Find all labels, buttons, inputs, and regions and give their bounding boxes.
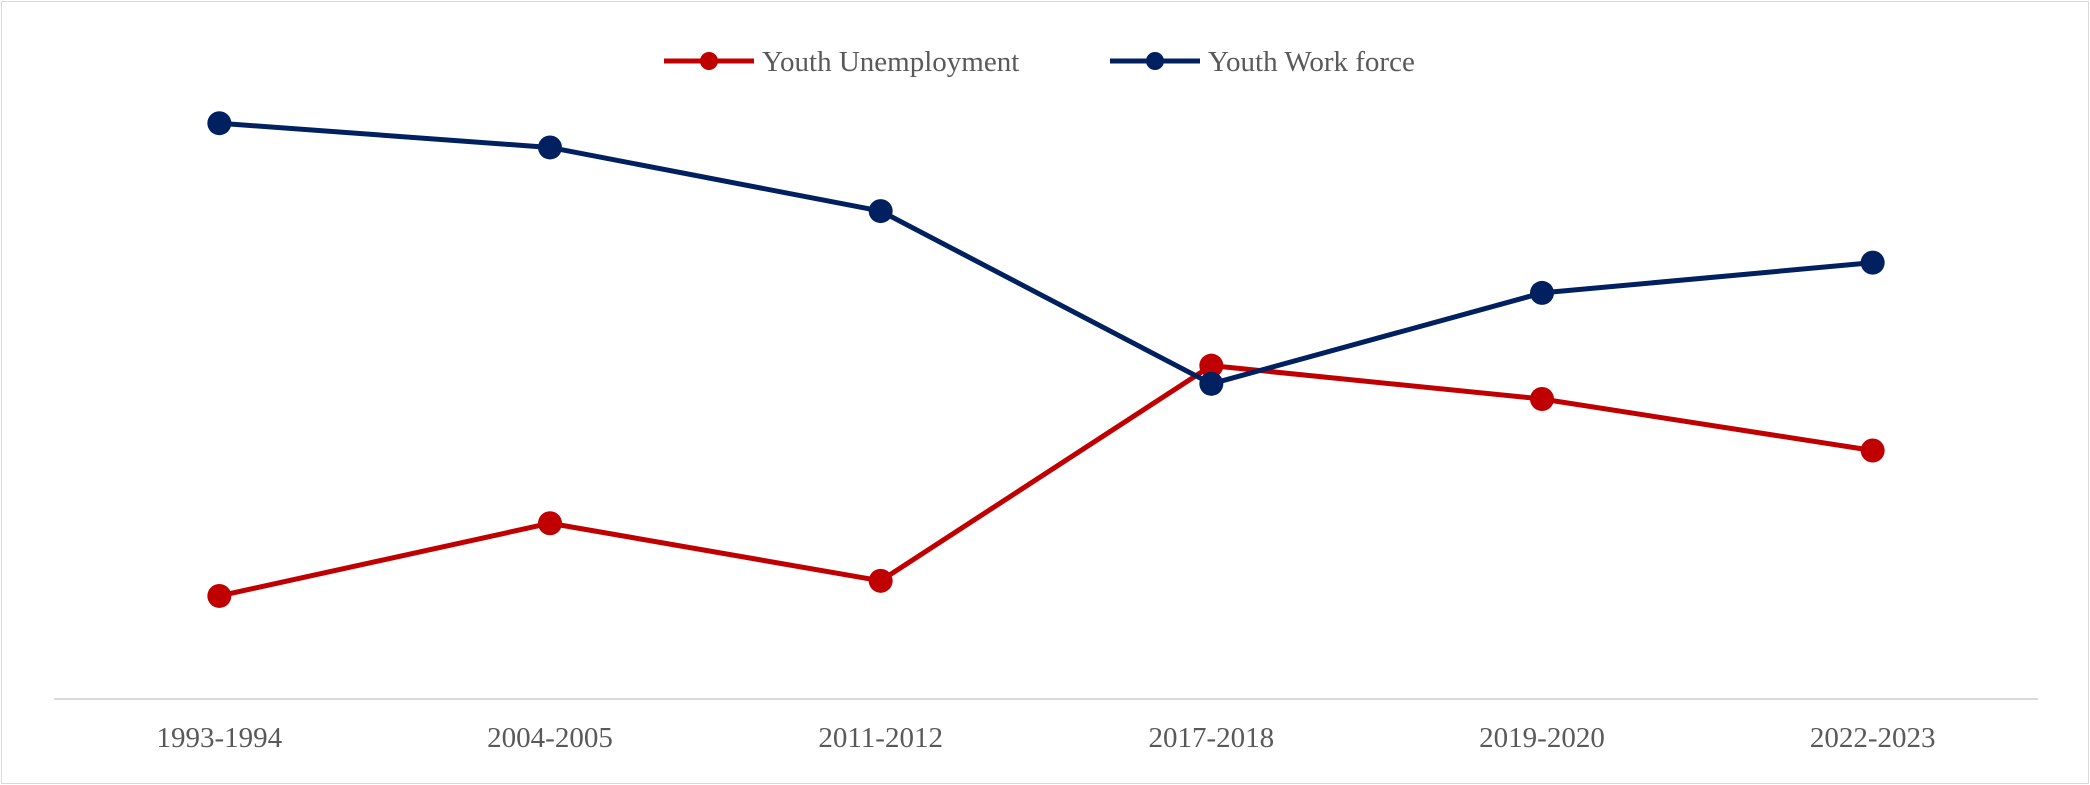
data-point-youth-unemployment-2004-2005[interactable] — [538, 511, 562, 536]
legend-item-youth-unemployment[interactable]: Youth Unemployment — [664, 46, 1019, 78]
x-tick-label-1993-1994: 1993-1994 — [156, 722, 282, 754]
legend-marker-youth-unemployment — [700, 52, 718, 70]
legend-label-youth-unemployment: Youth Unemployment — [762, 46, 1019, 78]
data-point-youth-work-force-2017-2018[interactable] — [1199, 371, 1224, 396]
data-point-youth-work-force-2011-2012[interactable] — [868, 199, 893, 224]
x-axis-tick-labels: 1993-1994 2004-2005 2011-2012 2017-2018 2019… — [156, 722, 1935, 754]
legend-marker-youth-work-force — [1146, 52, 1164, 70]
plot-area: 1993-1994 2004-2005 2011-2012 2017-2018 2019… — [54, 111, 2038, 754]
data-point-youth-work-force-2004-2005[interactable] — [538, 135, 562, 160]
data-point-youth-unemployment-2017-2018[interactable] — [1199, 353, 1224, 378]
data-point-youth-unemployment-1993-1994[interactable] — [207, 583, 232, 608]
data-point-youth-work-force-2019-2020[interactable] — [1530, 280, 1554, 305]
x-tick-label-2019-2020: 2019-2020 — [1479, 722, 1605, 754]
series-line-youth-unemployment — [218, 363, 1874, 599]
legend-label-youth-work-force: Youth Work force — [1208, 46, 1415, 78]
data-point-youth-unemployment-2019-2020[interactable] — [1530, 386, 1554, 411]
series-youth-unemployment — [207, 353, 1885, 608]
series-youth-work-force — [207, 111, 1885, 396]
data-point-youth-unemployment-2022-2023[interactable] — [1860, 438, 1885, 463]
series-line-youth-work-force — [219, 120, 1873, 387]
data-point-youth-unemployment-2011-2012[interactable] — [868, 568, 893, 593]
data-point-youth-work-force-1993-1994[interactable] — [207, 111, 232, 136]
legend-item-youth-work-force[interactable]: Youth Work force — [1110, 46, 1415, 78]
x-tick-label-2011-2012: 2011-2012 — [818, 722, 943, 754]
x-tick-label-2017-2018: 2017-2018 — [1148, 722, 1274, 754]
legend: Youth Unemployment Youth Work force — [664, 46, 1415, 78]
data-point-youth-work-force-2022-2023[interactable] — [1860, 250, 1885, 275]
series-layer — [207, 111, 1885, 608]
x-tick-label-2022-2023: 2022-2023 — [1810, 722, 1936, 754]
x-tick-label-2004-2005: 2004-2005 — [487, 722, 613, 754]
